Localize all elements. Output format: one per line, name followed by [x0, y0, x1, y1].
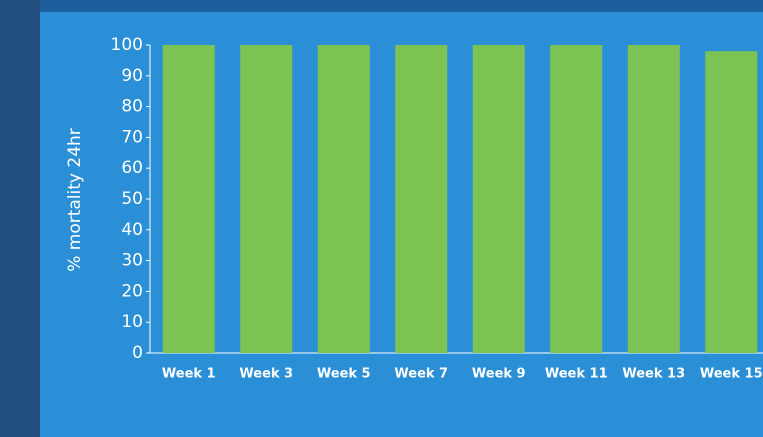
y-tick-label: 70	[121, 127, 143, 147]
y-tick-label: 80	[121, 97, 143, 117]
y-tick-label: 0	[132, 343, 143, 363]
bar	[240, 45, 293, 353]
x-tick-label: Week 13	[622, 367, 685, 382]
x-tick-label: Week 7	[394, 367, 448, 382]
x-tick-label: Week 3	[239, 367, 293, 382]
y-tick-label: 30	[121, 251, 143, 271]
bar	[627, 45, 680, 353]
x-tick-label: Week 5	[317, 367, 371, 382]
y-tick-label: 60	[121, 158, 143, 178]
bar	[472, 45, 525, 353]
y-axis-label: % mortality 24hr	[65, 128, 85, 272]
photo-strip	[0, 0, 40, 437]
bar	[705, 51, 758, 353]
x-tick-label: Week 15	[700, 367, 763, 382]
bar	[395, 45, 448, 353]
bar	[317, 45, 370, 353]
y-tick-label: 100	[111, 35, 143, 55]
x-tick-label: Week 11	[545, 367, 608, 382]
y-tick-label: 90	[121, 66, 143, 86]
x-tick-label: Week 1	[162, 367, 216, 382]
y-tick-label: 40	[121, 220, 143, 240]
y-tick-label: 20	[121, 281, 143, 301]
y-tick-label: 50	[121, 189, 143, 209]
bar	[162, 45, 215, 353]
x-tick-label: Week 9	[472, 367, 526, 382]
bar	[550, 45, 603, 353]
y-tick-label: 10	[121, 312, 143, 332]
